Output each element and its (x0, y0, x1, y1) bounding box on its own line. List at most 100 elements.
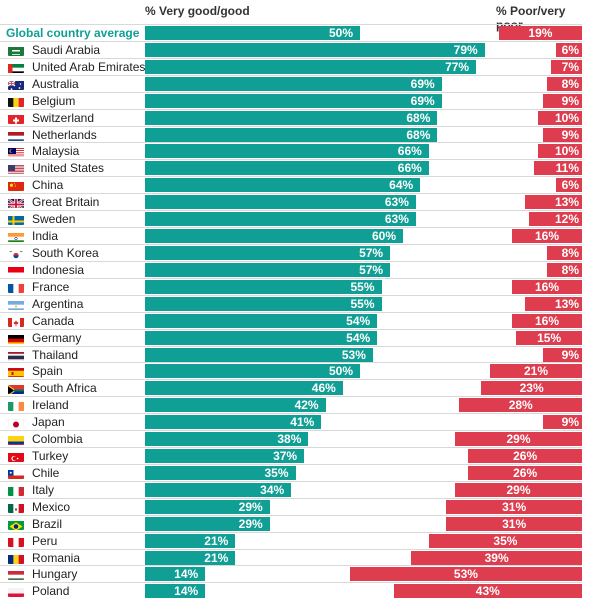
value-label-very-good-good: 34% (260, 482, 285, 497)
bar-poor-very-poor (555, 178, 582, 193)
value-label-very-good-good: 29% (238, 516, 263, 531)
bar-very-good-good (145, 246, 391, 260)
row-separator (0, 497, 582, 499)
bar-very-good-good (145, 144, 429, 159)
value-label-very-good-good: 69% (410, 76, 435, 91)
bar-poor-very-poor (446, 516, 582, 531)
country-label: United States (32, 161, 105, 176)
bar-very-good-good (145, 212, 416, 227)
flag-de-icon (8, 333, 24, 344)
value-label-poor-very-poor: 29% (506, 432, 531, 447)
country-label: Romania (32, 550, 81, 565)
bar-very-good-good (145, 161, 429, 176)
row-country: Thailand 53% 9% (0, 345, 590, 364)
value-label-very-good-good: 37% (273, 449, 298, 463)
country-label: Turkey (32, 449, 69, 463)
row-separator (0, 24, 582, 25)
row-country: Turkey 37% 26% (0, 447, 590, 465)
value-label-very-good-good: 50% (328, 364, 353, 379)
flag-th-icon (8, 350, 24, 361)
row-country: Italy 34% 29% (0, 480, 590, 499)
country-label: India (32, 229, 59, 243)
bar-very-good-good (145, 313, 378, 328)
bar-poor-very-poor (446, 499, 582, 514)
row-country: Belgium 69% 9% (0, 91, 590, 110)
flag-ca-icon (8, 316, 24, 327)
country-label: Malaysia (32, 144, 80, 159)
row-country: India 60% 16% (0, 227, 590, 245)
value-label-very-good-good: 46% (311, 381, 336, 396)
row-country: Argentina 55% 13% (0, 294, 590, 313)
country-label: Argentina (32, 296, 84, 311)
value-label-poor-very-poor: 13% (554, 195, 579, 210)
value-label-very-good-good: 69% (410, 93, 435, 108)
row-country: Chile 35% 26% (0, 463, 590, 482)
row-separator (0, 159, 582, 161)
value-label-very-good-good: 66% (397, 161, 422, 176)
country-label: Sweden (32, 212, 76, 227)
flag-jp-icon (8, 417, 24, 429)
bar-very-good-good (145, 398, 326, 413)
bar-very-good-good (145, 347, 373, 362)
country-label: Thailand (32, 347, 79, 362)
row-separator (0, 142, 582, 144)
value-label-poor-very-poor: 9% (561, 347, 579, 362)
row-country: Malaysia 66% 10% (0, 142, 590, 160)
row-country: Canada 54% 16% (0, 311, 590, 330)
value-label-very-good-good: 21% (204, 533, 229, 548)
bar-very-good-good (145, 195, 416, 210)
country-label: Germany (32, 330, 82, 345)
country-label: Australia (32, 76, 79, 91)
bar-very-good-good (145, 26, 360, 40)
row-separator (0, 430, 582, 432)
flag-us-icon (8, 163, 24, 175)
value-label-poor-very-poor: 23% (519, 381, 544, 396)
bar-poor-very-poor (428, 533, 582, 548)
value-label-very-good-good: 21% (204, 550, 229, 565)
row-separator (0, 227, 582, 228)
bar-poor-very-poor (481, 381, 582, 396)
flag-hu-icon (8, 569, 24, 581)
bar-poor-very-poor (393, 584, 582, 599)
country-label: Switzerland (32, 110, 95, 125)
bar-very-good-good (145, 584, 206, 599)
row-separator (0, 74, 582, 76)
value-label-very-good-good: 55% (350, 296, 375, 311)
value-label-poor-very-poor: 11% (555, 161, 579, 176)
flag-pe-icon (8, 536, 24, 547)
row-country: Poland 14% 43% (0, 582, 590, 600)
value-label-very-good-good: 68% (406, 127, 431, 142)
row-separator (0, 328, 582, 330)
country-label: South Africa (32, 381, 97, 396)
country-label: Peru (32, 533, 58, 548)
value-label-poor-very-poor: 31% (502, 499, 527, 514)
value-label-poor-very-poor: 16% (535, 313, 560, 328)
value-label-very-good-good: 35% (264, 465, 289, 480)
bar-very-good-good (145, 415, 322, 430)
country-label: Mexico (32, 499, 71, 514)
value-label-poor-very-poor: 9% (561, 127, 579, 142)
row-country: Colombia 38% 29% (0, 430, 590, 448)
flag-my-icon (8, 146, 24, 158)
bar-poor-very-poor (538, 144, 582, 159)
row-country: Indonesia 57% 8% (0, 260, 590, 279)
bar-very-good-good (145, 364, 360, 379)
value-label-very-good-good: 54% (346, 313, 371, 328)
value-label-poor-very-poor: 9% (561, 93, 579, 108)
row-separator (0, 480, 582, 482)
flag-nl-icon (8, 130, 24, 141)
country-label: Canada (32, 313, 75, 328)
bar-poor-very-poor (511, 313, 582, 328)
value-label-poor-very-poor: 15% (537, 330, 562, 345)
bar-very-good-good (145, 550, 236, 565)
value-label-poor-very-poor: 53% (453, 567, 478, 582)
row-separator (0, 125, 582, 127)
flag-ar-icon (8, 299, 24, 310)
flag-se-icon (8, 214, 24, 226)
row-separator (0, 463, 582, 465)
bar-very-good-good (145, 567, 206, 582)
row-separator (0, 57, 582, 59)
row-separator (0, 260, 582, 262)
value-label-very-good-good: 41% (290, 415, 315, 430)
bar-poor-very-poor (542, 93, 582, 108)
